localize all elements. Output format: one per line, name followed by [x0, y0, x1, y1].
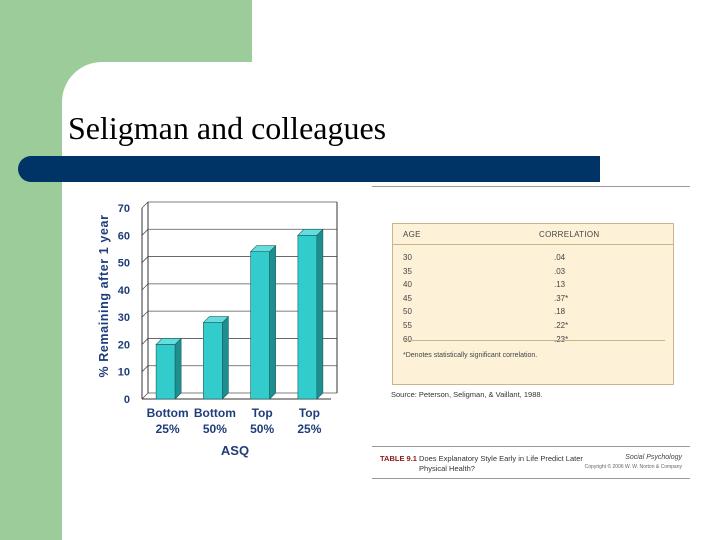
x-tick-label: Top	[252, 406, 273, 420]
bar-front	[203, 322, 223, 400]
x-axis-label: ASQ	[221, 443, 249, 458]
x-tick-label: Bottom	[194, 406, 236, 420]
gridline-depth	[141, 365, 149, 372]
bar-front	[250, 251, 270, 400]
table-cell-age: 40	[403, 280, 412, 290]
table-caption: TABLE 9.1 Does Explanatory Style Early i…	[380, 454, 599, 474]
table-note: *Denotes statistically significant corre…	[403, 352, 538, 359]
table-cell-correlation: .18	[554, 307, 566, 317]
y-tick-label: 10	[118, 367, 130, 379]
gridline-depth	[141, 201, 149, 209]
x-tick-label: 25%	[297, 422, 321, 436]
table-cell-correlation: .23*	[554, 334, 569, 344]
y-tick-label: 20	[118, 339, 130, 351]
caption-text: Does Explanatory Style Early in Life Pre…	[419, 454, 583, 473]
bar-front	[297, 234, 318, 400]
y-tick-label: 60	[118, 230, 130, 242]
gridline-depth	[141, 256, 149, 263]
table-cell-age: 30	[403, 253, 412, 262]
caption-rule	[372, 446, 690, 447]
gridline-depth	[141, 310, 149, 318]
bar-top	[202, 316, 230, 323]
top-rule	[372, 186, 690, 187]
copyright-line: Copyright © 2006 W. W. Norton & Company	[584, 464, 682, 470]
slide-title: Seligman and colleagues	[68, 110, 387, 146]
bar-front	[155, 344, 176, 400]
bottom-rule	[372, 478, 690, 479]
bars	[155, 228, 324, 400]
book-brand: Social Psychology	[625, 454, 682, 461]
table-cell-correlation: .04	[554, 253, 566, 262]
bar	[297, 228, 324, 400]
title-underline-bar	[18, 156, 600, 182]
y-tick-label: 40	[118, 285, 130, 297]
bar-side	[269, 244, 276, 400]
table-source: Source: Peterson, Seligman, & Vaillant, …	[391, 390, 543, 399]
x-tick-label: Top	[299, 406, 320, 420]
correlation-table: AGE CORRELATION 30 .04 35 .03 40 .13 45 .37* 50.…	[392, 223, 674, 385]
bar-side	[316, 228, 324, 400]
bar	[202, 315, 230, 400]
x-tick-label: 25%	[156, 422, 180, 436]
table-figure: AGE CORRELATION 30 .04 35 .03 40 .13 45 .37* 50.…	[372, 186, 690, 480]
gridline-depth	[141, 283, 149, 291]
bar	[249, 244, 277, 400]
table-cell-age: 55	[403, 321, 412, 330]
table-header: AGE CORRELATION	[393, 224, 673, 245]
table-cell-correlation: .37*	[554, 293, 569, 303]
table-cell-correlation: .13	[554, 280, 566, 290]
note-divider	[403, 340, 665, 341]
x-tick-label: Bottom	[147, 406, 189, 420]
y-axis-label: % Remaining after 1 year	[97, 214, 111, 377]
bar-top	[297, 228, 324, 236]
y-tick-label: 0	[124, 394, 130, 406]
green-sidebar-strip	[0, 62, 62, 540]
table-cell-correlation: .03	[554, 266, 566, 276]
gridline-depth	[141, 229, 149, 236]
x-tick-label: 50%	[203, 422, 227, 436]
x-tick-labels: Bottom 25% Bottom 50% Top 50% Top 25%	[147, 406, 322, 436]
table-cell-age: 45	[403, 293, 412, 303]
y-tick-label: 30	[118, 312, 130, 324]
table-cell-age: 35	[403, 266, 412, 276]
table-cell-correlation: .22*	[554, 321, 569, 330]
header-correlation: CORRELATION	[539, 230, 600, 239]
bar	[155, 337, 182, 400]
x-tick-label: 50%	[250, 422, 274, 436]
bar-side	[174, 337, 182, 400]
y-tick-labels: 0 10 20 30 40 50 60 70	[118, 203, 130, 406]
bar-side	[222, 315, 229, 400]
table-cell-age: 50	[403, 307, 412, 317]
bar-chart: 0 10 20 30 40 50 60 70 Bottom 25% Bottom 50% Top 50%…	[97, 201, 338, 458]
table-cell-age: 60	[403, 334, 412, 344]
bar-top	[249, 245, 277, 252]
header-age: AGE	[403, 230, 421, 239]
gridline-depth	[141, 392, 149, 400]
y-tick-label: 70	[118, 203, 130, 215]
y-tick-label: 50	[118, 258, 130, 270]
gridline-depth	[141, 338, 149, 345]
bar-top	[155, 338, 182, 345]
rounded-corner	[62, 62, 102, 102]
caption-label: TABLE 9.1	[380, 454, 417, 463]
green-header-block	[0, 0, 252, 62]
